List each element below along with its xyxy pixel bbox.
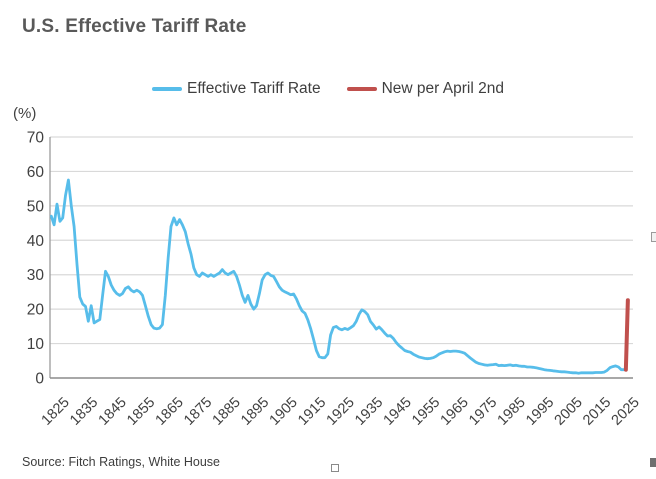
svg-text:70: 70 xyxy=(27,130,45,147)
svg-text:1855: 1855 xyxy=(124,395,158,429)
svg-text:1925: 1925 xyxy=(324,395,358,429)
chart-legend: Effective Tariff Rate New per April 2nd xyxy=(0,80,656,98)
svg-text:1875: 1875 xyxy=(181,395,215,429)
axes xyxy=(49,137,633,379)
series-new-per-april-2nd xyxy=(623,298,630,372)
svg-text:1835: 1835 xyxy=(67,395,101,429)
svg-text:1895: 1895 xyxy=(238,395,272,429)
svg-text:1845: 1845 xyxy=(96,395,130,429)
source-note: Source: Fitch Ratings, White House xyxy=(22,455,220,469)
x-axis-tick-labels: 1825183518451855186518751885189519051915… xyxy=(39,395,643,429)
svg-text:2015: 2015 xyxy=(580,395,614,429)
chart-title: U.S. Effective Tariff Rate xyxy=(22,16,247,37)
svg-text:1975: 1975 xyxy=(466,395,500,429)
svg-text:1945: 1945 xyxy=(381,395,415,429)
y-axis-tick-labels: 0 10 20 30 40 50 60 70 xyxy=(27,130,45,388)
svg-text:30: 30 xyxy=(27,267,45,284)
legend-line-swatch-red xyxy=(346,87,377,91)
series-effective-tariff-rate xyxy=(49,178,626,375)
svg-text:1915: 1915 xyxy=(295,395,329,429)
legend-item-new-per-april-2nd[interactable]: New per April 2nd xyxy=(346,80,504,98)
svg-text:2005: 2005 xyxy=(552,395,586,429)
svg-text:1995: 1995 xyxy=(523,395,557,429)
legend-label: Effective Tariff Rate xyxy=(187,80,321,97)
svg-text:1885: 1885 xyxy=(210,395,244,429)
svg-text:1905: 1905 xyxy=(267,395,301,429)
svg-text:1955: 1955 xyxy=(409,395,443,429)
svg-text:0: 0 xyxy=(35,371,44,388)
svg-text:1985: 1985 xyxy=(495,395,529,429)
legend-label: New per April 2nd xyxy=(381,80,504,97)
svg-text:40: 40 xyxy=(27,233,45,250)
selection-handle-right-bottom[interactable] xyxy=(650,458,656,467)
svg-text:50: 50 xyxy=(27,198,45,215)
svg-text:2025: 2025 xyxy=(609,395,643,429)
svg-text:1935: 1935 xyxy=(352,395,386,429)
legend-item-effective-tariff-rate[interactable]: Effective Tariff Rate xyxy=(152,80,321,98)
svg-text:1865: 1865 xyxy=(153,395,187,429)
svg-text:10: 10 xyxy=(27,336,45,353)
gridlines xyxy=(50,136,633,345)
selection-handle-bottom[interactable] xyxy=(331,464,339,472)
svg-text:1965: 1965 xyxy=(438,395,472,429)
svg-text:1825: 1825 xyxy=(39,395,73,429)
y-axis-unit-label: (%) xyxy=(13,105,37,122)
selection-handle-right-mid[interactable] xyxy=(651,232,656,242)
svg-text:20: 20 xyxy=(27,302,45,319)
svg-text:60: 60 xyxy=(27,164,45,181)
legend-line-swatch-blue xyxy=(152,87,183,91)
